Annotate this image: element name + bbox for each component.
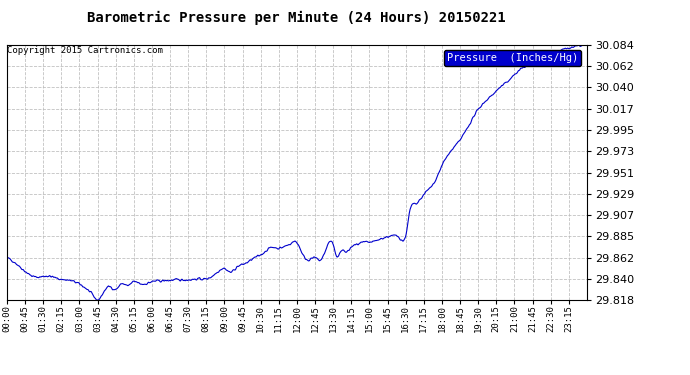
Pressure  (Inches/Hg) [92,298,101,302]
Legend: Pressure  (Inches/Hg): Pressure (Inches/Hg) [444,50,581,66]
Pressure  (Inches/Hg) [463,126,471,131]
Pressure  (Inches/Hg) [118,282,126,286]
Pressure  (Inches/Hg) [197,278,205,282]
Text: Copyright 2015 Cartronics.com: Copyright 2015 Cartronics.com [8,46,164,55]
Pressure  (Inches/Hg) [132,279,140,284]
Pressure  (Inches/Hg) [387,233,395,238]
Line: Pressure  (Inches/Hg): Pressure (Inches/Hg) [7,45,586,300]
Pressure  (Inches/Hg) [514,69,522,74]
Pressure  (Inches/Hg) [582,43,591,47]
Text: Barometric Pressure per Minute (24 Hours) 20150221: Barometric Pressure per Minute (24 Hours… [88,11,506,26]
Pressure  (Inches/Hg) [579,43,587,47]
Pressure  (Inches/Hg) [3,255,11,260]
